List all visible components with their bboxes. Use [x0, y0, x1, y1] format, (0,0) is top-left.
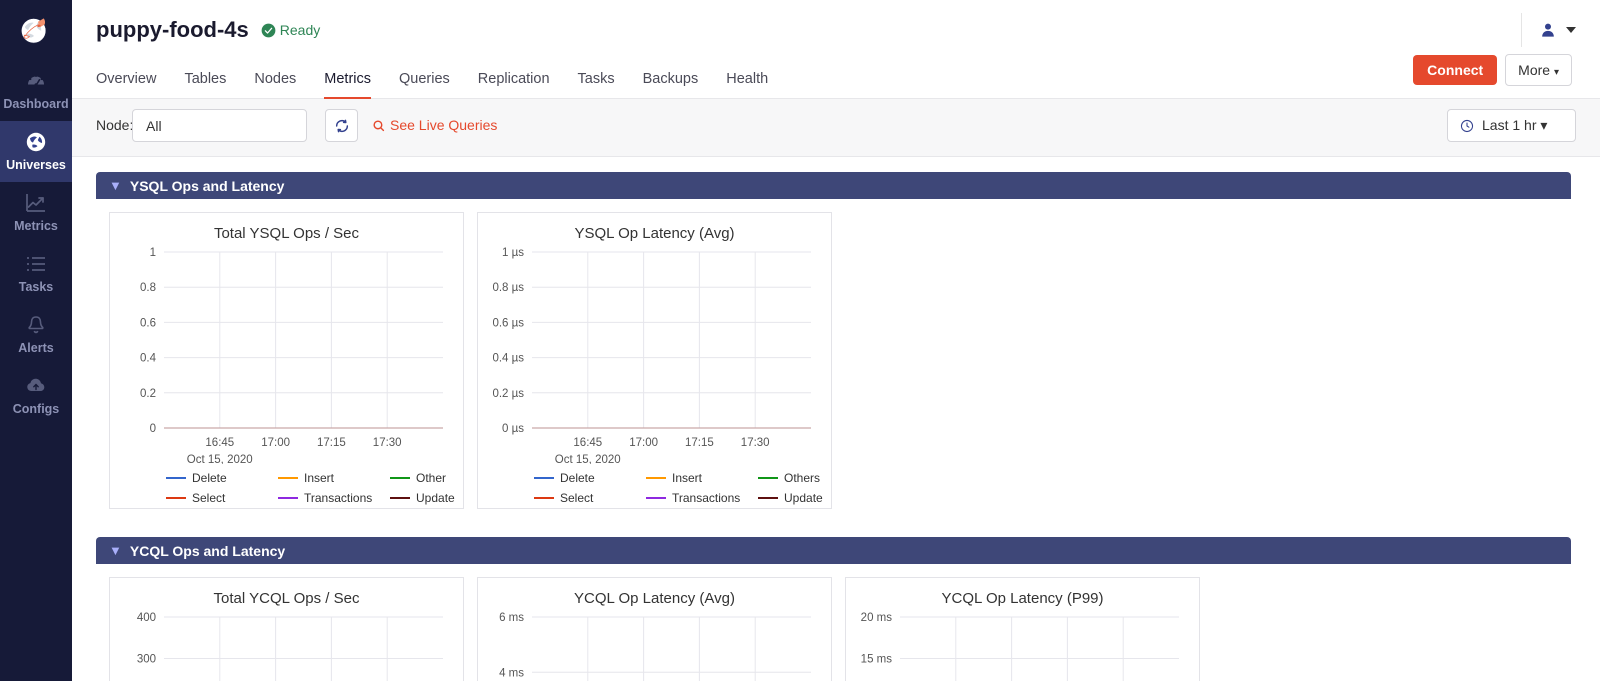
svg-text:17:00: 17:00 [629, 437, 658, 449]
svg-text:Oct 15, 2020: Oct 15, 2020 [555, 454, 621, 464]
svg-text:17:15: 17:15 [317, 437, 346, 449]
svg-text:0: 0 [150, 423, 156, 435]
svg-text:0.2 µs: 0.2 µs [492, 388, 524, 400]
svg-text:300: 300 [137, 654, 156, 666]
svg-text:0.6: 0.6 [140, 317, 156, 329]
svg-text:16:45: 16:45 [573, 437, 602, 449]
svg-text:0.6 µs: 0.6 µs [492, 317, 524, 329]
svg-text:1 µs: 1 µs [502, 247, 524, 259]
svg-text:15 ms: 15 ms [861, 654, 893, 666]
svg-text:0 µs: 0 µs [502, 423, 524, 435]
svg-text:0.4 µs: 0.4 µs [492, 353, 524, 365]
svg-text:16:45: 16:45 [205, 437, 234, 449]
svg-text:17:30: 17:30 [373, 437, 402, 449]
svg-text:20 ms: 20 ms [861, 612, 893, 624]
svg-text:0.2: 0.2 [140, 388, 156, 400]
svg-text:17:00: 17:00 [261, 437, 290, 449]
svg-text:4 ms: 4 ms [499, 667, 524, 679]
svg-text:0.4: 0.4 [140, 353, 157, 365]
svg-text:17:15: 17:15 [685, 437, 714, 449]
svg-text:400: 400 [137, 612, 156, 624]
svg-text:0.8: 0.8 [140, 282, 156, 294]
svg-text:1: 1 [150, 247, 156, 259]
svg-text:17:30: 17:30 [741, 437, 770, 449]
svg-text:Oct 15, 2020: Oct 15, 2020 [187, 454, 253, 464]
svg-text:6 ms: 6 ms [499, 612, 524, 624]
svg-text:0.8 µs: 0.8 µs [492, 282, 524, 294]
